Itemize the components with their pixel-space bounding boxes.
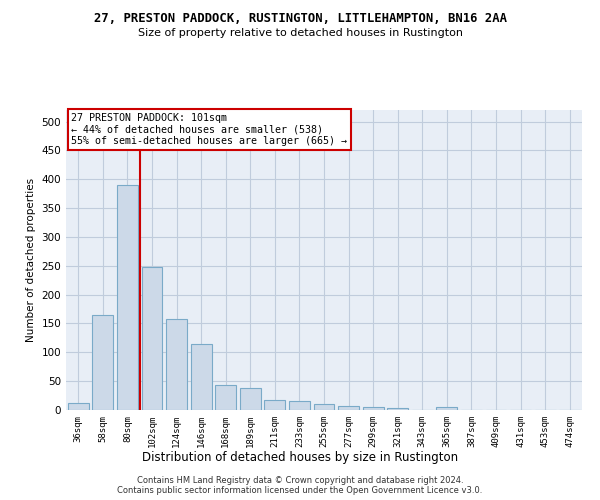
Bar	[240, 388, 261, 410]
Bar	[362, 407, 383, 410]
Text: Contains HM Land Registry data © Crown copyright and database right 2024.: Contains HM Land Registry data © Crown c…	[137, 476, 463, 485]
Y-axis label: Number of detached properties: Number of detached properties	[26, 178, 36, 342]
Bar	[215, 385, 236, 410]
Text: 27 PRESTON PADDOCK: 101sqm
← 44% of detached houses are smaller (538)
55% of sem: 27 PRESTON PADDOCK: 101sqm ← 44% of deta…	[71, 113, 347, 146]
Bar	[338, 406, 359, 410]
Bar	[289, 402, 310, 410]
Bar	[191, 344, 212, 410]
Text: Size of property relative to detached houses in Rustington: Size of property relative to detached ho…	[137, 28, 463, 38]
Bar	[142, 267, 163, 410]
Bar	[166, 320, 187, 410]
Text: 27, PRESTON PADDOCK, RUSTINGTON, LITTLEHAMPTON, BN16 2AA: 27, PRESTON PADDOCK, RUSTINGTON, LITTLEH…	[94, 12, 506, 26]
Bar	[92, 315, 113, 410]
Text: Contains public sector information licensed under the Open Government Licence v3: Contains public sector information licen…	[118, 486, 482, 495]
Bar	[117, 185, 138, 410]
Bar	[436, 407, 457, 410]
Bar	[265, 400, 286, 410]
Bar	[68, 402, 89, 410]
Bar	[314, 404, 334, 410]
Bar	[387, 408, 408, 410]
Text: Distribution of detached houses by size in Rustington: Distribution of detached houses by size …	[142, 451, 458, 464]
